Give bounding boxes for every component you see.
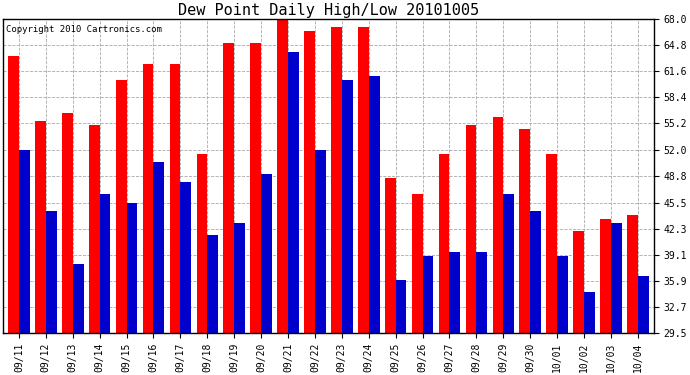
Bar xyxy=(520,129,530,333)
Bar xyxy=(304,31,315,333)
Bar xyxy=(385,178,395,333)
Bar xyxy=(600,219,611,333)
Bar xyxy=(224,44,234,333)
Bar xyxy=(99,194,110,333)
Bar xyxy=(261,174,272,333)
Bar xyxy=(573,231,584,333)
Bar xyxy=(234,223,245,333)
Bar xyxy=(439,154,449,333)
Bar xyxy=(62,113,72,333)
Bar xyxy=(530,211,541,333)
Bar xyxy=(143,64,153,333)
Bar xyxy=(19,150,30,333)
Bar xyxy=(611,223,622,333)
Bar xyxy=(277,19,288,333)
Bar xyxy=(476,252,487,333)
Bar xyxy=(315,150,326,333)
Bar xyxy=(638,276,649,333)
Bar xyxy=(197,154,207,333)
Bar xyxy=(358,27,368,333)
Bar xyxy=(395,280,406,333)
Bar xyxy=(449,252,460,333)
Bar xyxy=(493,117,503,333)
Bar xyxy=(153,162,164,333)
Title: Dew Point Daily High/Low 20101005: Dew Point Daily High/Low 20101005 xyxy=(178,3,479,18)
Bar xyxy=(331,27,342,333)
Bar xyxy=(584,292,595,333)
Bar xyxy=(422,256,433,333)
Bar xyxy=(35,121,46,333)
Text: Copyright 2010 Cartronics.com: Copyright 2010 Cartronics.com xyxy=(6,25,162,34)
Bar xyxy=(250,44,261,333)
Bar xyxy=(342,80,353,333)
Bar xyxy=(126,202,137,333)
Bar xyxy=(466,125,476,333)
Bar xyxy=(170,64,180,333)
Bar xyxy=(89,125,99,333)
Bar xyxy=(627,215,638,333)
Bar xyxy=(546,154,557,333)
Bar xyxy=(116,80,126,333)
Bar xyxy=(412,194,422,333)
Bar xyxy=(72,264,83,333)
Bar xyxy=(180,182,191,333)
Bar xyxy=(557,256,568,333)
Bar xyxy=(368,76,380,333)
Bar xyxy=(503,194,514,333)
Bar xyxy=(288,52,299,333)
Bar xyxy=(46,211,57,333)
Bar xyxy=(8,56,19,333)
Bar xyxy=(207,235,218,333)
